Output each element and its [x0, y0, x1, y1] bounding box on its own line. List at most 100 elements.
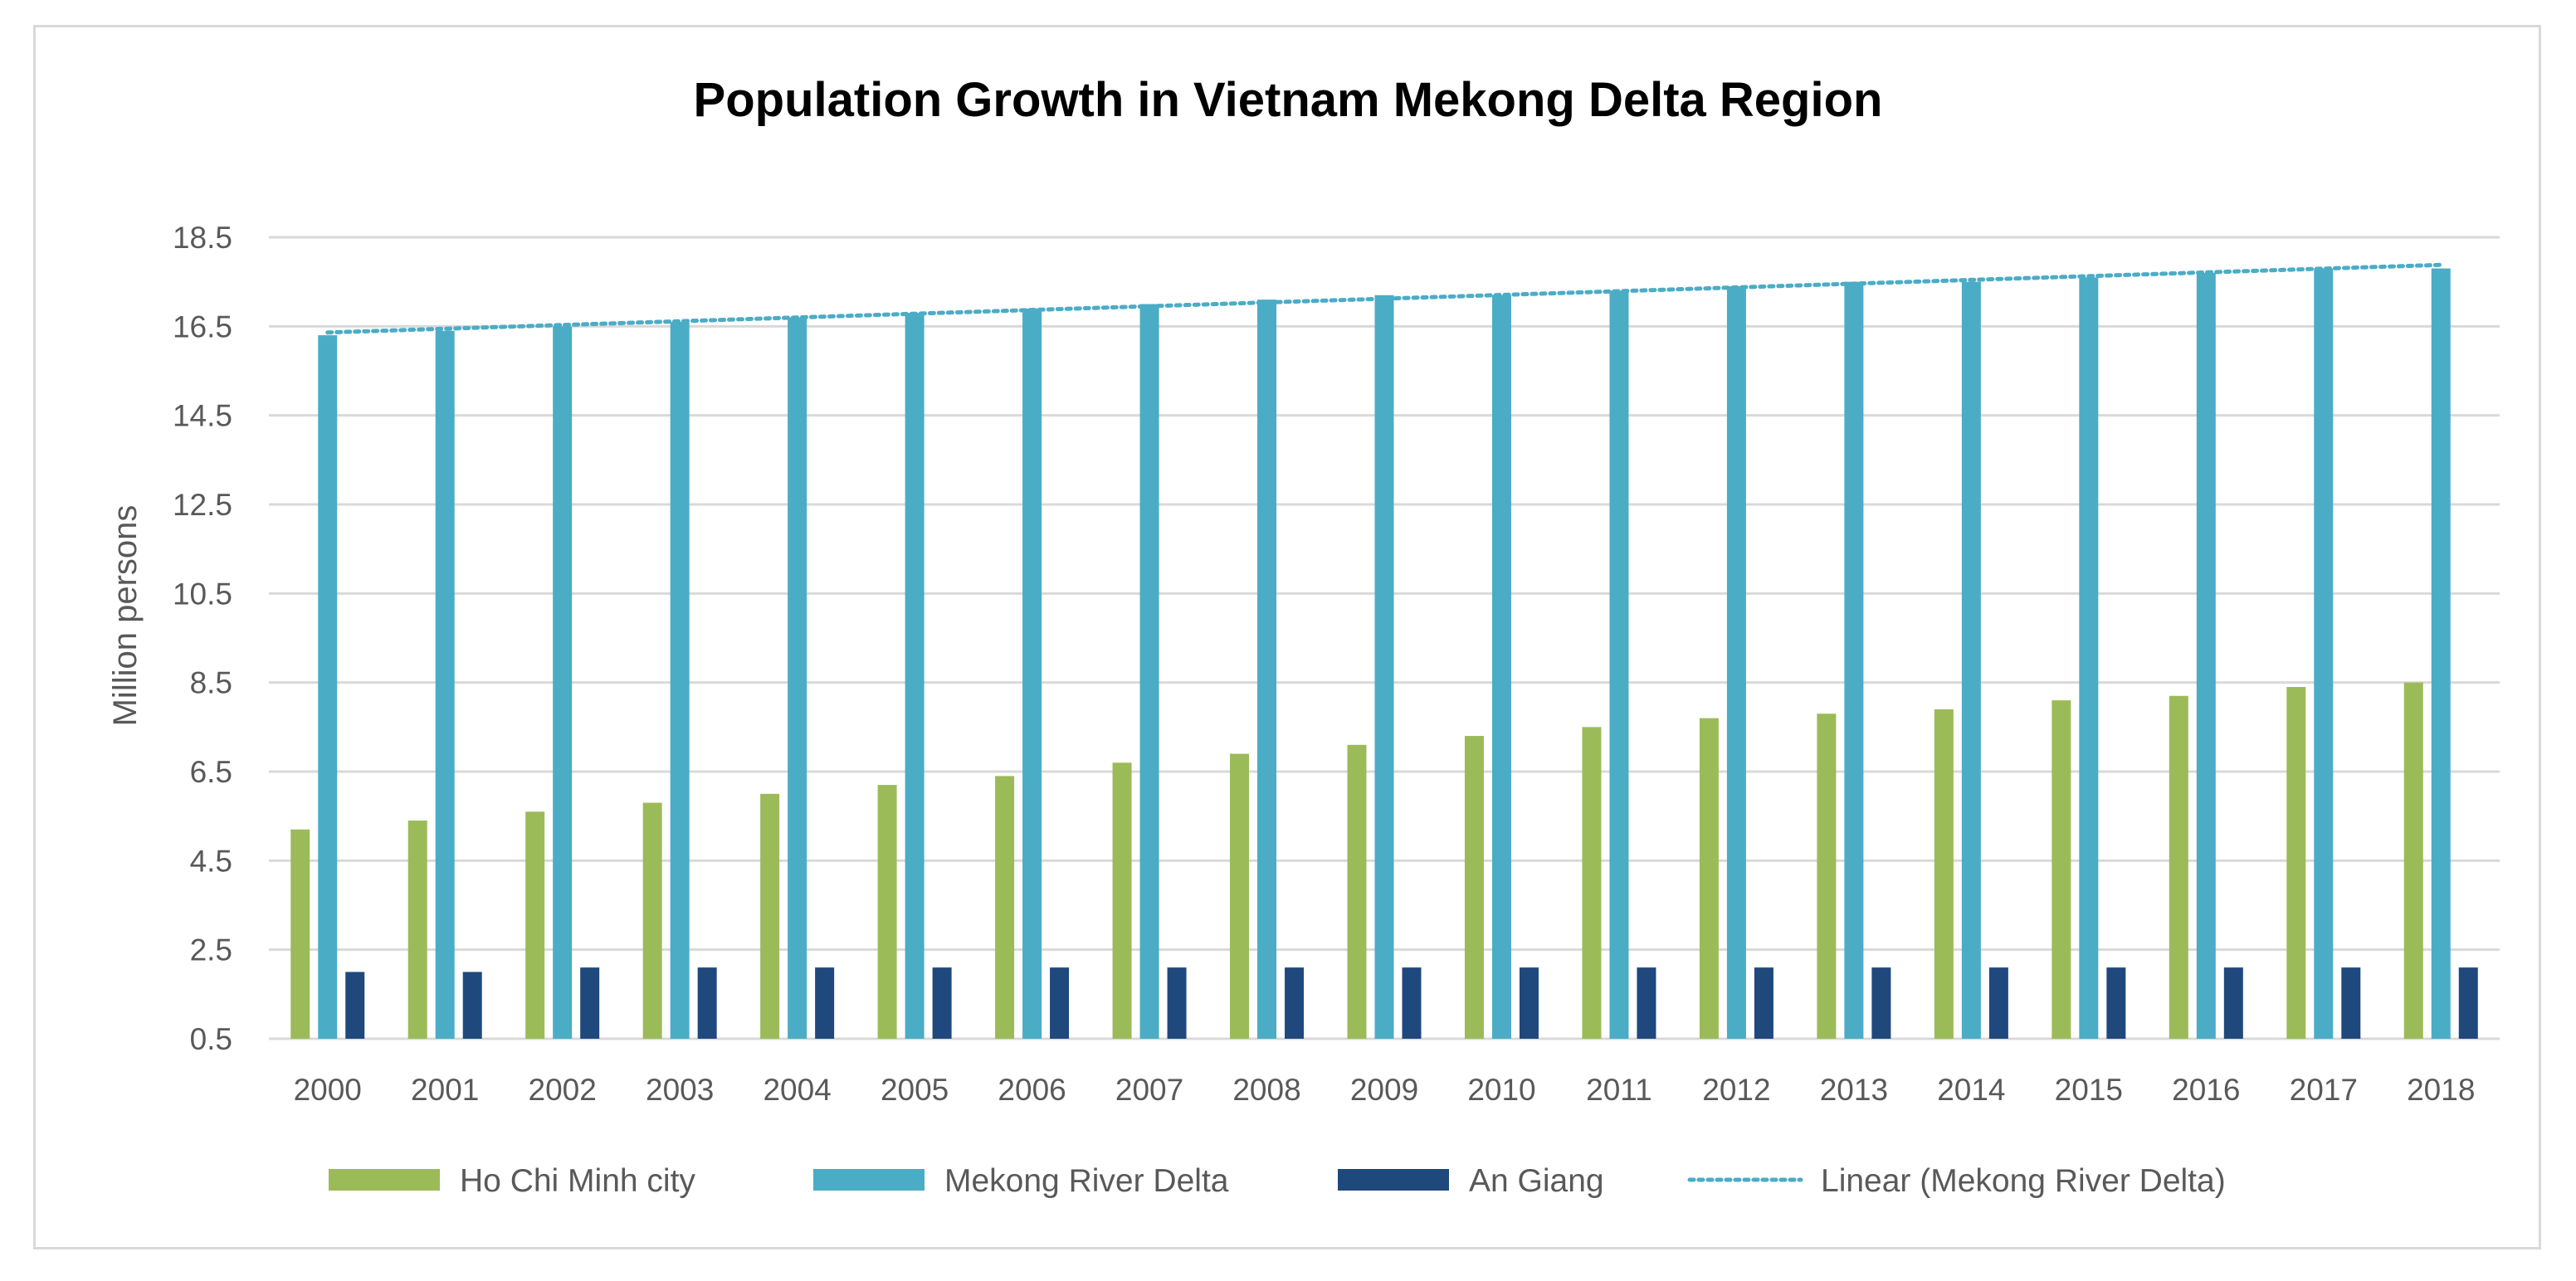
bar-ho-chi-minh-city	[1347, 744, 1367, 1039]
x-tick-label: 2013	[1820, 1073, 1888, 1107]
x-tick-label: 2006	[998, 1073, 1066, 1107]
x-tick-label: 2002	[529, 1073, 597, 1107]
bar-ho-chi-minh-city	[995, 776, 1015, 1039]
bar-mekong-river-delta	[905, 313, 925, 1039]
bar-an-giang	[1519, 967, 1539, 1039]
bar-an-giang	[345, 972, 365, 1039]
bar-ho-chi-minh-city	[760, 793, 780, 1039]
bar-ho-chi-minh-city	[1934, 709, 1954, 1039]
x-tick-label: 2015	[2055, 1073, 2123, 1107]
bar-ho-chi-minh-city	[1817, 714, 1837, 1039]
legend-label: Ho Chi Minh city	[460, 1163, 695, 1199]
bar-ho-chi-minh-city	[1464, 736, 1484, 1039]
bar-an-giang	[2106, 967, 2126, 1039]
y-tick-label: 0.5	[190, 1022, 232, 1056]
y-tick-label: 14.5	[173, 399, 232, 433]
bar-ho-chi-minh-city	[2169, 695, 2188, 1039]
y-tick-label: 2.5	[190, 933, 232, 967]
x-axis-ticks: 2000 2001 2002 2003 2004 2005 2006 2007 2008 2009…	[294, 1073, 2476, 1107]
bar-an-giang	[1988, 967, 2008, 1039]
legend-swatch	[1338, 1169, 1449, 1191]
legend-swatch	[813, 1169, 925, 1191]
bar-an-giang	[697, 967, 717, 1039]
bar-an-giang	[1754, 967, 1773, 1039]
bar-ho-chi-minh-city	[2052, 700, 2071, 1039]
bar-an-giang	[1050, 967, 1070, 1039]
x-tick-label: 2000	[294, 1073, 362, 1107]
legend-label: Linear (Mekong River Delta)	[1821, 1163, 2226, 1199]
bar-an-giang	[2223, 967, 2243, 1039]
y-axis-label: Million persons	[107, 505, 144, 727]
x-tick-label: 2005	[881, 1073, 949, 1107]
bar-an-giang	[815, 967, 835, 1039]
bar-mekong-river-delta	[553, 326, 573, 1039]
bar-mekong-river-delta	[2314, 268, 2334, 1040]
trendline-mekong-river-delta	[325, 262, 2443, 335]
y-tick-label: 16.5	[173, 309, 232, 343]
x-tick-label: 2004	[763, 1073, 831, 1107]
legend-swatch	[329, 1169, 440, 1191]
bar-ho-chi-minh-city	[642, 802, 662, 1039]
bar-mekong-river-delta	[1844, 281, 1864, 1040]
bar-mekong-river-delta	[1257, 300, 1277, 1040]
bar-ho-chi-minh-city	[877, 785, 897, 1039]
bar-mekong-river-delta	[1726, 286, 1746, 1039]
bars	[290, 268, 2478, 1040]
bar-mekong-river-delta	[1609, 290, 1629, 1039]
bar-mekong-river-delta	[435, 330, 455, 1039]
bar-ho-chi-minh-city	[1230, 753, 1250, 1039]
y-tick-label: 10.5	[173, 577, 232, 611]
bar-ho-chi-minh-city	[2286, 687, 2306, 1039]
legend-label: An Giang	[1469, 1163, 1604, 1199]
x-tick-label: 2012	[1702, 1073, 1770, 1107]
bar-ho-chi-minh-city	[290, 829, 310, 1039]
bar-an-giang	[1167, 967, 1187, 1039]
bar-ho-chi-minh-city	[1112, 762, 1132, 1039]
x-tick-label: 2009	[1350, 1073, 1418, 1107]
bar-mekong-river-delta	[1139, 304, 1159, 1039]
chart-title: Population Growth in Vietnam Mekong Delt…	[694, 73, 1883, 127]
bar-ho-chi-minh-city	[1699, 718, 1719, 1039]
x-tick-label: 2001	[411, 1073, 479, 1107]
bar-an-giang	[2341, 967, 2361, 1039]
x-tick-label: 2010	[1467, 1073, 1535, 1107]
bar-mekong-river-delta	[2079, 277, 2099, 1039]
y-tick-label: 6.5	[190, 755, 232, 789]
bar-an-giang	[1637, 967, 1656, 1039]
bar-an-giang	[1871, 967, 1891, 1039]
x-tick-label: 2003	[646, 1073, 714, 1107]
bar-mekong-river-delta	[788, 317, 807, 1040]
x-tick-label: 2011	[1586, 1073, 1652, 1107]
bar-ho-chi-minh-city	[1582, 727, 1602, 1039]
y-tick-label: 12.5	[173, 488, 232, 522]
y-tick-label: 8.5	[190, 666, 232, 700]
bar-ho-chi-minh-city	[2403, 682, 2423, 1039]
bar-mekong-river-delta	[1374, 295, 1394, 1039]
bar-an-giang	[1402, 967, 1422, 1039]
x-tick-label: 2017	[2290, 1073, 2358, 1107]
bar-mekong-river-delta	[318, 335, 338, 1040]
legend: Ho Chi Minh city Mekong River Delta An Gia…	[329, 1163, 2226, 1199]
x-tick-label: 2018	[2407, 1073, 2475, 1107]
legend-label: Mekong River Delta	[944, 1163, 1229, 1199]
y-axis-ticks: 18.5 16.5 14.5 12.5 10.5 8.5 6.5 4.5 2.5 0.5	[173, 221, 232, 1056]
y-tick-label: 18.5	[173, 221, 232, 255]
bar-an-giang	[932, 967, 952, 1039]
x-tick-label: 2014	[1937, 1073, 2005, 1107]
bar-mekong-river-delta	[2431, 268, 2451, 1040]
bar-mekong-river-delta	[1491, 295, 1511, 1039]
bar-an-giang	[2458, 967, 2478, 1039]
x-tick-label: 2016	[2172, 1073, 2240, 1107]
bar-mekong-river-delta	[2196, 272, 2216, 1039]
bar-an-giang	[462, 972, 482, 1039]
bar-an-giang	[580, 967, 600, 1039]
y-tick-label: 4.5	[190, 844, 232, 878]
bar-mekong-river-delta	[1022, 308, 1042, 1039]
trendline-layer	[325, 262, 2443, 335]
bar-mekong-river-delta	[1961, 281, 1981, 1040]
x-tick-label: 2008	[1232, 1073, 1300, 1107]
bar-ho-chi-minh-city	[525, 811, 545, 1039]
x-tick-label: 2007	[1115, 1073, 1183, 1107]
bar-mekong-river-delta	[670, 321, 690, 1039]
